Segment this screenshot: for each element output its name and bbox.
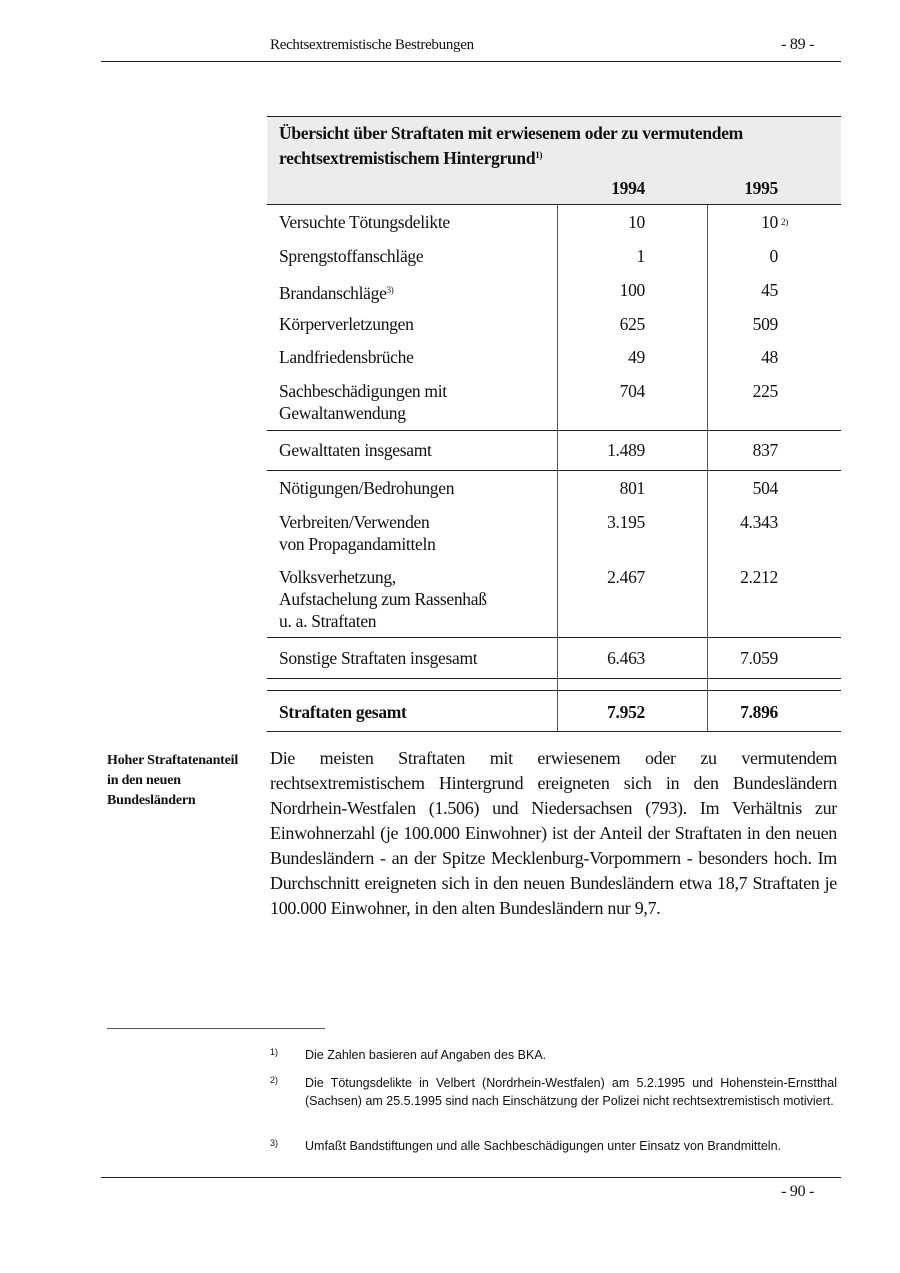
value-1995: 837: [752, 440, 779, 460]
table-title: Übersicht über Straftaten mit erwiesenem…: [279, 122, 743, 169]
footnote-mark: 3): [270, 1138, 279, 1148]
row-label: u. a. Straftaten: [279, 611, 377, 631]
row-label: Nötigungen/Bedrohungen: [279, 478, 455, 498]
value-1994: 6.463: [607, 648, 645, 668]
row-label: Straftaten gesamt: [279, 702, 407, 722]
footer-rule: [101, 1177, 841, 1178]
table-top-rule: [267, 116, 841, 117]
value-1995: 0: [769, 246, 779, 266]
page-number-top: - 89 -: [781, 36, 814, 53]
value-1995: 504: [752, 478, 779, 498]
row-label: Brandanschläge: [279, 283, 387, 303]
row-label: Sachbeschädigungen mit: [279, 381, 447, 401]
rule: [267, 637, 841, 638]
value-1994: 1.489: [607, 440, 645, 460]
row-label: Volksverhetzung,: [279, 567, 396, 587]
column-header-1994: 1994: [611, 178, 645, 198]
footnote-mark: 1): [270, 1047, 279, 1057]
rule: [267, 678, 841, 679]
footnote-ref: 2): [781, 217, 788, 227]
rule: [267, 690, 841, 691]
footnote-mark: 2): [270, 1075, 279, 1085]
value-1994: 801: [619, 478, 646, 498]
value-1994: 7.952: [607, 702, 645, 722]
value-1994: 100: [619, 280, 646, 300]
value-1995: 45: [761, 280, 778, 300]
body-paragraph: Die meisten Straftaten mit erwiesenem od…: [270, 748, 837, 918]
table-title-line1: Übersicht über Straftaten mit erwiesenem…: [279, 123, 743, 143]
row-label: Sprengstoffanschläge: [279, 246, 424, 266]
row-label: Gewaltanwendung: [279, 403, 406, 423]
rule: [267, 731, 841, 732]
footnote-text: Die Tötungsdelikte in Velbert (Nordrhein…: [305, 1076, 837, 1108]
value-1995: 509: [752, 314, 779, 334]
margin-note-line: Bundesländern: [107, 793, 196, 808]
rule: [267, 470, 841, 471]
row-label: Gewalttaten insgesamt: [279, 440, 432, 460]
value-1995: 7.059: [740, 648, 778, 668]
column-divider-2: [707, 205, 708, 731]
running-header-title: Rechtsextremistische Bestrebungen: [270, 37, 474, 53]
value-1995: 7.896: [740, 702, 778, 722]
header-rule: [101, 61, 841, 62]
row-label: Körperverletzungen: [279, 314, 414, 334]
rule: [267, 430, 841, 431]
column-divider-1: [557, 205, 558, 731]
column-header-1995: 1995: [744, 178, 778, 198]
table-title-line2: rechtsextremistischem Hintergrund: [279, 148, 536, 168]
row-label: Versuchte Tötungsdelikte: [279, 212, 450, 232]
value-1994: 2.467: [607, 567, 645, 587]
value-1994: 3.195: [607, 512, 645, 532]
value-1994: 704: [619, 381, 646, 401]
footnote-ref: 1): [535, 150, 543, 160]
row-label: Aufstachelung zum Rassenhaß: [279, 589, 487, 609]
footnote-ref: 3): [386, 285, 394, 295]
footnote-separator: [107, 1028, 325, 1029]
value-1995: 48: [761, 347, 778, 367]
value-1994: 1: [636, 246, 646, 266]
statistics-table: Übersicht über Straftaten mit erwiesenem…: [267, 116, 841, 732]
table-header-bg: [267, 117, 841, 204]
row-label: Landfriedensbrüche: [279, 347, 414, 367]
value-1994: 10: [628, 212, 645, 232]
rule: [267, 204, 841, 205]
row-label: von Propagandamitteln: [279, 534, 436, 554]
value-1994: 625: [619, 314, 646, 334]
value-1995: 10: [761, 212, 778, 232]
row-label: Sonstige Straftaten insgesamt: [279, 648, 478, 668]
margin-note-line: Hoher Straftatenanteil: [107, 753, 239, 768]
value-1995: 2.212: [740, 567, 778, 587]
value-1994: 49: [628, 347, 645, 367]
footnote-text: Umfaßt Bandstiftungen und alle Sachbesch…: [305, 1139, 781, 1153]
row-label: Verbreiten/Verwenden: [279, 512, 430, 532]
page-number-bottom: - 90 -: [781, 1183, 814, 1200]
value-1995: 4.343: [740, 512, 778, 532]
margin-note: Hoher Straftatenanteil in den neuen Bund…: [107, 751, 238, 811]
margin-note-line: in den neuen: [107, 773, 181, 788]
value-1995: 225: [752, 381, 779, 401]
footnote-text: Die Zahlen basieren auf Angaben des BKA.: [305, 1048, 547, 1062]
